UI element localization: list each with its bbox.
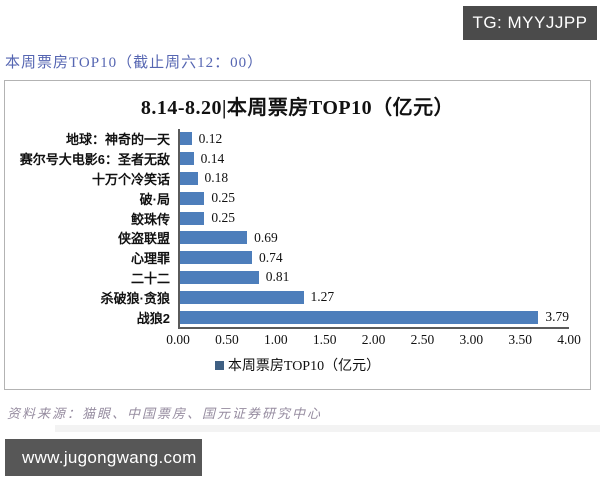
bar bbox=[180, 191, 205, 205]
chart-title: 8.14-8.20|本周票房TOP10（亿元） bbox=[140, 97, 455, 119]
value-label: 0.25 bbox=[211, 210, 235, 226]
x-axis-tick-label: 2.00 bbox=[361, 331, 386, 347]
x-axis-tick-label: 1.00 bbox=[263, 331, 288, 347]
category-label: 赛尔号大电影6：圣者无敌 bbox=[19, 152, 170, 168]
bar-row: 侠盗联盟 0.69 bbox=[5, 227, 590, 248]
website-watermark-label: www.jugongwang.com bbox=[22, 447, 197, 467]
x-axis-tick-label: 0.00 bbox=[166, 331, 190, 347]
bar-track: 3.79 bbox=[178, 307, 569, 327]
bar-row: 鲛珠传 0.25 bbox=[5, 208, 590, 228]
bar-track: 0.25 bbox=[178, 208, 569, 228]
bar bbox=[180, 231, 248, 245]
legend-label: 本周票房TOP10（亿元） bbox=[227, 358, 381, 374]
bar-row: 十万个冷笑话 0.18 bbox=[5, 168, 590, 189]
legend-marker-icon bbox=[214, 361, 224, 371]
bar-track: 0.74 bbox=[178, 247, 569, 268]
bar-row: 战狼2 3.79 bbox=[5, 307, 590, 327]
bar bbox=[180, 152, 194, 166]
category-label: 二十二 bbox=[130, 270, 170, 286]
value-label: 3.79 bbox=[545, 309, 569, 325]
x-axis-tick-label: 4.00 bbox=[557, 331, 581, 347]
bar-row: 赛尔号大电影6：圣者无敌 0.14 bbox=[5, 148, 590, 169]
x-axis-tick-label: 3.50 bbox=[508, 331, 532, 347]
value-label: 0.18 bbox=[204, 170, 229, 186]
x-axis-tick-label: 2.50 bbox=[410, 331, 435, 347]
value-label: 0.69 bbox=[254, 229, 278, 245]
website-watermark-badge: www.jugongwang.com bbox=[5, 439, 202, 476]
value-label: 0.74 bbox=[258, 249, 283, 265]
category-label: 心理罪 bbox=[130, 251, 170, 267]
bar-track: 0.14 bbox=[178, 148, 569, 169]
value-label: 0.14 bbox=[200, 150, 225, 166]
value-label: 1.27 bbox=[310, 289, 335, 305]
bar-track: 1.27 bbox=[178, 287, 569, 308]
bar bbox=[180, 251, 252, 265]
bar-track: 0.81 bbox=[178, 267, 569, 288]
category-label: 地球：神奇的一天 bbox=[65, 132, 170, 148]
category-label: 十万个冷笑话 bbox=[91, 171, 170, 187]
bar-row: 地球：神奇的一天 0.12 bbox=[5, 129, 590, 149]
bar-row: 杀破狼·贪狼 1.27 bbox=[5, 287, 590, 308]
x-axis-tick-label: 1.50 bbox=[312, 331, 337, 347]
bar-track: 0.12 bbox=[178, 129, 569, 149]
page-title: 本周票房TOP10（截止周六12：00） bbox=[5, 55, 264, 71]
x-axis-tick-label: 0.50 bbox=[215, 331, 239, 347]
bar bbox=[180, 290, 304, 304]
bar-row: 心理罪 0.74 bbox=[5, 247, 590, 268]
x-axis-tick-label: 3.00 bbox=[459, 331, 484, 347]
chart-frame: 8.14-8.20|本周票房TOP10（亿元） 地球：神奇的一天 0.12 赛尔号大… bbox=[4, 80, 591, 390]
category-label: 破·局 bbox=[139, 191, 170, 207]
telegram-watermark-label: TG: MYYJJPP bbox=[472, 13, 588, 32]
category-label: 侠盗联盟 bbox=[117, 231, 170, 247]
category-label: 战狼2 bbox=[136, 310, 170, 326]
category-label: 杀破狼·贪狼 bbox=[100, 290, 170, 306]
bar-chart-plot-area: 地球：神奇的一天 0.12 赛尔号大电影6：圣者无敌 0.14 十万个冷笑话 0.18 破·… bbox=[5, 129, 590, 327]
telegram-watermark-badge: TG: MYYJJPP bbox=[463, 6, 597, 40]
bar-row: 破·局 0.25 bbox=[5, 188, 590, 209]
value-label: 0.25 bbox=[211, 190, 235, 206]
footer-divider bbox=[55, 425, 600, 432]
category-label: 鲛珠传 bbox=[130, 211, 170, 227]
chart-legend: 本周票房TOP10（亿元） bbox=[5, 355, 590, 375]
bar bbox=[180, 211, 205, 225]
bar bbox=[180, 132, 192, 146]
value-label: 0.81 bbox=[265, 269, 290, 285]
data-source-note: 资料来源：猫眼、中国票房、国元证券研究中心 bbox=[7, 406, 323, 421]
bar bbox=[180, 270, 259, 284]
bar-row: 二十二 0.81 bbox=[5, 267, 590, 288]
x-axis: 0.00 0.50 1.00 1.50 2.00 2.50 3.00 3.50 4.00 bbox=[166, 326, 581, 349]
bar-track: 0.25 bbox=[178, 188, 569, 209]
value-label: 0.12 bbox=[198, 130, 223, 146]
bar bbox=[180, 171, 198, 185]
bar-track: 0.69 bbox=[178, 227, 569, 248]
bar-track: 0.18 bbox=[178, 168, 569, 189]
bar bbox=[180, 310, 539, 324]
